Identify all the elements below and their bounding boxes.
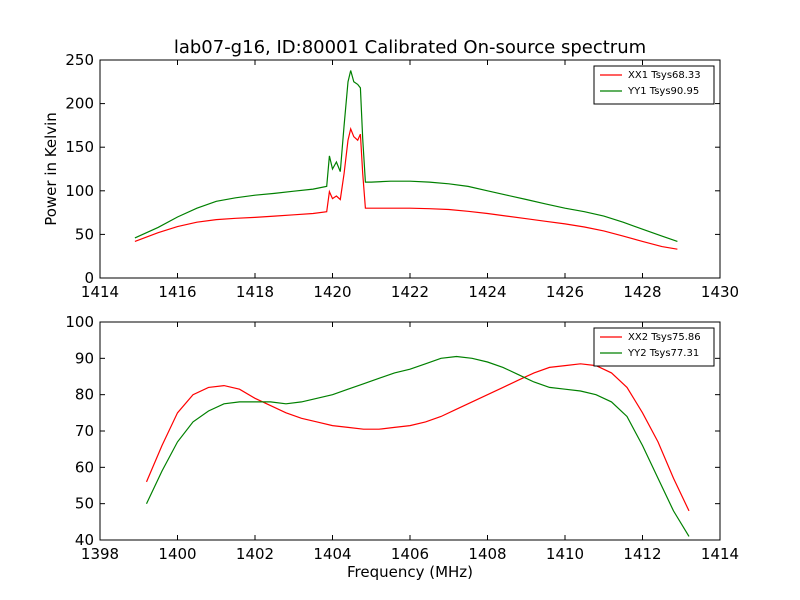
legend: XX1 Tsys68.33 YY1 Tsys90.95 [593, 65, 715, 105]
x-tick-label: 1418 [236, 283, 274, 301]
y-tick-label: 80 [75, 386, 94, 404]
x-axis-label: Frequency (MHz) [347, 563, 473, 581]
legend-box [593, 327, 715, 367]
y-tick-label: 50 [75, 495, 94, 513]
x-tick-label: 1426 [546, 283, 584, 301]
y-tick-label: 90 [75, 349, 94, 367]
x-tick-label: 1420 [313, 283, 351, 301]
bottom-panel: 1398 1400 1402 1404 1406 1408 1410 1412 1414 40 50… [65, 313, 739, 563]
y-tick-label: 150 [65, 138, 94, 156]
x-tick-label: 1410 [546, 545, 584, 563]
x-tick-label: 1414 [81, 283, 119, 301]
y-tick-label: 250 [65, 51, 94, 69]
y-tick-label: 200 [65, 95, 94, 113]
x-tick-label: 1398 [81, 545, 119, 563]
y-tick-label: 40 [75, 531, 94, 549]
y-axis-label: Power in Kelvin [42, 112, 60, 226]
series-line-1-2 [134, 70, 678, 242]
x-tick-label: 1402 [236, 545, 274, 563]
legend: XX2 Tsys75.86 YY2 Tsys77.31 [593, 327, 715, 367]
y-tick-label: 0 [84, 269, 94, 287]
legend-entry: YY2 Tsys77.31 [627, 348, 699, 359]
series-line-2-2 [145, 355, 690, 537]
y-tick-label: 100 [65, 313, 94, 331]
series-line-2-1 [145, 363, 690, 512]
x-tick-label: 1428 [623, 283, 661, 301]
x-tick-label: 1400 [158, 545, 196, 563]
x-tick-label: 1404 [313, 545, 351, 563]
x-tick-label: 1406 [391, 545, 429, 563]
legend-entry: XX1 Tsys68.33 [628, 70, 701, 81]
figure-title: lab07-g16, ID:80001 Calibrated On-source… [174, 37, 646, 58]
x-tick-label: 1430 [701, 283, 739, 301]
top-panel: 1414 1416 1418 1420 1422 1424 1426 1428 1430 0 50 1… [42, 51, 739, 301]
legend-entry: YY1 Tsys90.95 [627, 86, 699, 97]
x-tick-label: 1422 [391, 283, 429, 301]
legend-box [593, 65, 715, 105]
legend-entry: XX2 Tsys75.86 [628, 332, 701, 343]
y-tick-label: 100 [65, 182, 94, 200]
x-tick-label: 1414 [701, 545, 739, 563]
y-tick-label: 70 [75, 422, 94, 440]
x-tick-label: 1424 [468, 283, 506, 301]
x-tick-label: 1408 [468, 545, 506, 563]
x-tick-label: 1412 [623, 545, 661, 563]
x-tick-label: 1416 [158, 283, 196, 301]
series-line-1-1 [134, 126, 678, 250]
y-tick-label: 50 [75, 225, 94, 243]
y-tick-label: 60 [75, 458, 94, 476]
